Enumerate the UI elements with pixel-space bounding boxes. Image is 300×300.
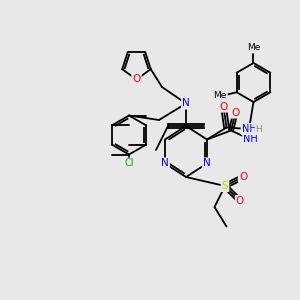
Text: Me: Me [213,91,227,100]
Text: N: N [182,98,190,109]
Text: O: O [132,74,141,85]
Text: NH: NH [243,134,258,145]
Text: N: N [161,158,169,169]
Text: N: N [203,158,211,169]
Text: H: H [255,124,262,134]
Text: S: S [222,181,228,191]
Text: NH: NH [242,124,256,134]
Text: Cl: Cl [124,158,134,169]
Text: Me: Me [247,44,260,52]
Text: O: O [236,196,244,206]
Text: O: O [231,107,240,118]
Text: O: O [239,172,247,182]
Text: O: O [219,101,228,112]
